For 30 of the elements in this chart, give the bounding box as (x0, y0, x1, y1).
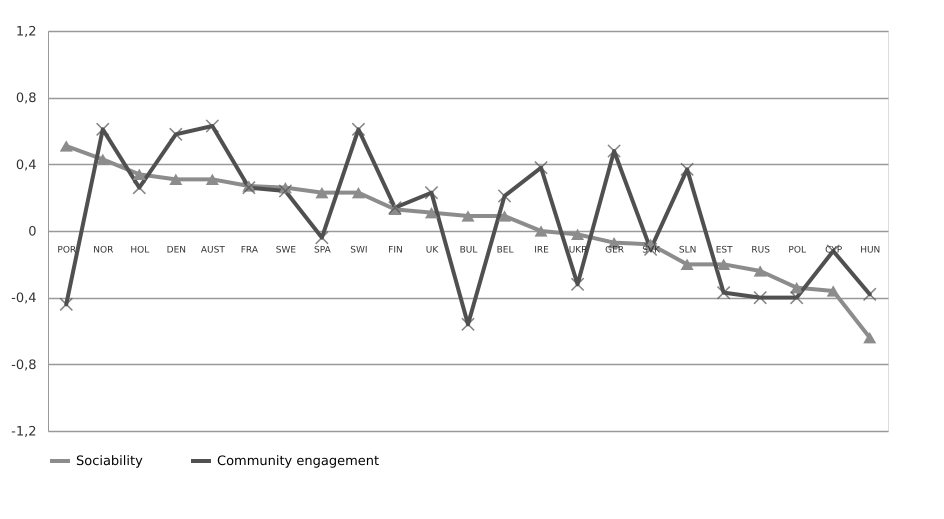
legend-label: Sociability (76, 454, 144, 469)
legend-label: Community engagement (217, 454, 380, 469)
y-tick-label: 0 (28, 224, 36, 240)
y-tick-label: 1,2 (16, 24, 36, 40)
x-tick-label: POR (57, 246, 76, 256)
x-tick-label: DEN (166, 246, 186, 256)
x-tick-label: SPA (314, 246, 332, 256)
x-tick-label: SLN (678, 246, 696, 256)
x-tick-label: HUN (860, 246, 880, 256)
y-tick-label: 0,8 (16, 91, 36, 106)
x-tick-label: HOL (130, 246, 150, 256)
x-tick-label: BEL (496, 246, 514, 256)
x-tick-label: EST (716, 246, 734, 256)
x-tick-label: FIN (388, 246, 403, 256)
y-tick-label: -0,8 (11, 358, 36, 373)
x-tick-label: NOR (93, 246, 114, 256)
x-tick-label: IRE (534, 246, 550, 256)
x-tick-label: GER (605, 246, 624, 256)
x-tick-label: SWI (350, 246, 368, 256)
x-tick-label: BUL (460, 246, 478, 256)
x-tick-label: POL (788, 246, 806, 256)
x-tick-label: FRA (240, 246, 259, 256)
x-tick-label: SVK (642, 246, 662, 256)
x-tick-label: AUST (200, 246, 226, 256)
x-tick-label: RUS (751, 246, 770, 256)
y-tick-label: 0,4 (16, 158, 36, 173)
y-tick-label: -1,2 (11, 424, 36, 440)
x-tick-label: SWE (276, 246, 296, 256)
y-tick-label: -0,4 (11, 291, 36, 306)
x-tick-label: UK (426, 246, 440, 256)
